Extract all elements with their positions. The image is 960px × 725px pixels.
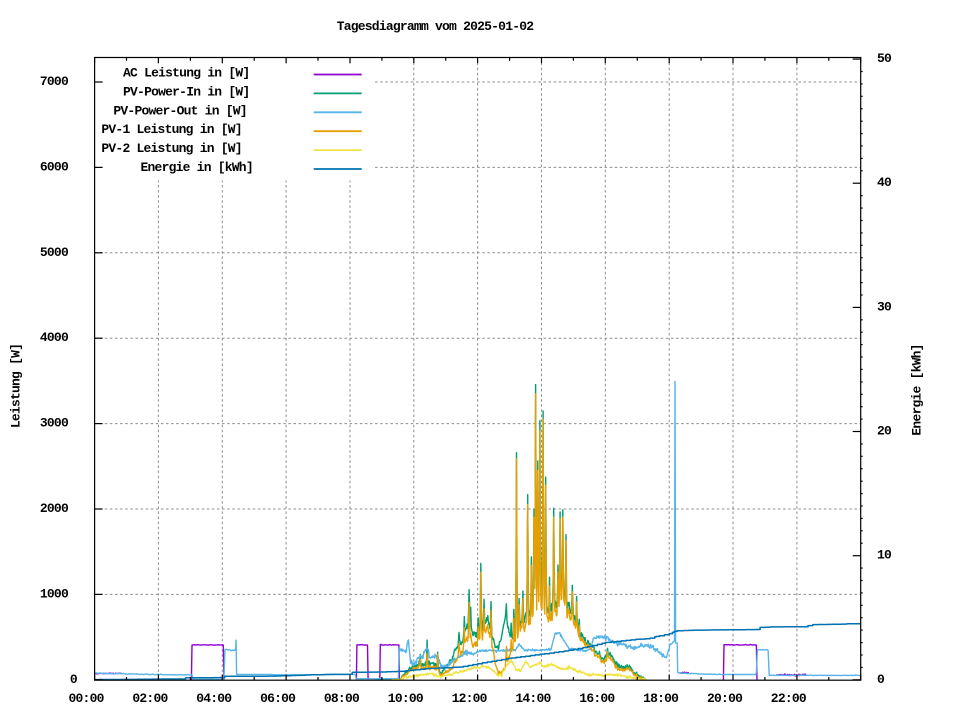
- svg-text:2000: 2000: [40, 501, 69, 516]
- svg-text:12:00: 12:00: [452, 691, 488, 706]
- svg-text:00:00: 00:00: [69, 691, 105, 706]
- svg-text:10: 10: [877, 548, 892, 563]
- svg-text:06:00: 06:00: [260, 691, 296, 706]
- svg-text:Tagesdiagramm vom 2025-01-02: Tagesdiagramm vom 2025-01-02: [337, 19, 535, 34]
- svg-text:1000: 1000: [40, 586, 69, 601]
- svg-text:0: 0: [70, 672, 78, 687]
- svg-text:PV-Power-In in [W]: PV-Power-In in [W]: [123, 84, 249, 99]
- svg-text:16:00: 16:00: [579, 691, 615, 706]
- svg-text:10:00: 10:00: [388, 691, 424, 706]
- svg-text:20: 20: [877, 424, 892, 439]
- svg-text:22:00: 22:00: [771, 691, 807, 706]
- svg-text:14:00: 14:00: [515, 691, 551, 706]
- svg-text:20:00: 20:00: [707, 691, 743, 706]
- svg-text:50: 50: [877, 51, 892, 66]
- svg-text:Leistung [W]: Leistung [W]: [8, 344, 23, 428]
- svg-text:4000: 4000: [40, 330, 69, 345]
- svg-text:08:00: 08:00: [324, 691, 360, 706]
- svg-text:02:00: 02:00: [132, 691, 168, 706]
- svg-text:PV-Power-Out in [W]: PV-Power-Out in [W]: [113, 103, 246, 118]
- svg-text:3000: 3000: [40, 416, 69, 431]
- svg-text:18:00: 18:00: [643, 691, 679, 706]
- svg-text:Energie [kWh]: Energie [kWh]: [909, 344, 924, 435]
- svg-text:Energie in [kWh]: Energie in [kWh]: [141, 160, 253, 175]
- svg-text:AC Leistung in [W]: AC Leistung in [W]: [123, 66, 249, 81]
- svg-text:40: 40: [877, 175, 892, 190]
- svg-text:0: 0: [877, 672, 885, 687]
- svg-text:04:00: 04:00: [196, 691, 232, 706]
- svg-text:5000: 5000: [40, 245, 69, 260]
- svg-text:6000: 6000: [40, 159, 69, 174]
- svg-text:PV-2 Leistung in [W]: PV-2 Leistung in [W]: [101, 141, 241, 156]
- svg-text:30: 30: [877, 299, 892, 314]
- svg-text:7000: 7000: [40, 74, 69, 89]
- svg-text:PV-1 Leistung in [W]: PV-1 Leistung in [W]: [101, 122, 241, 137]
